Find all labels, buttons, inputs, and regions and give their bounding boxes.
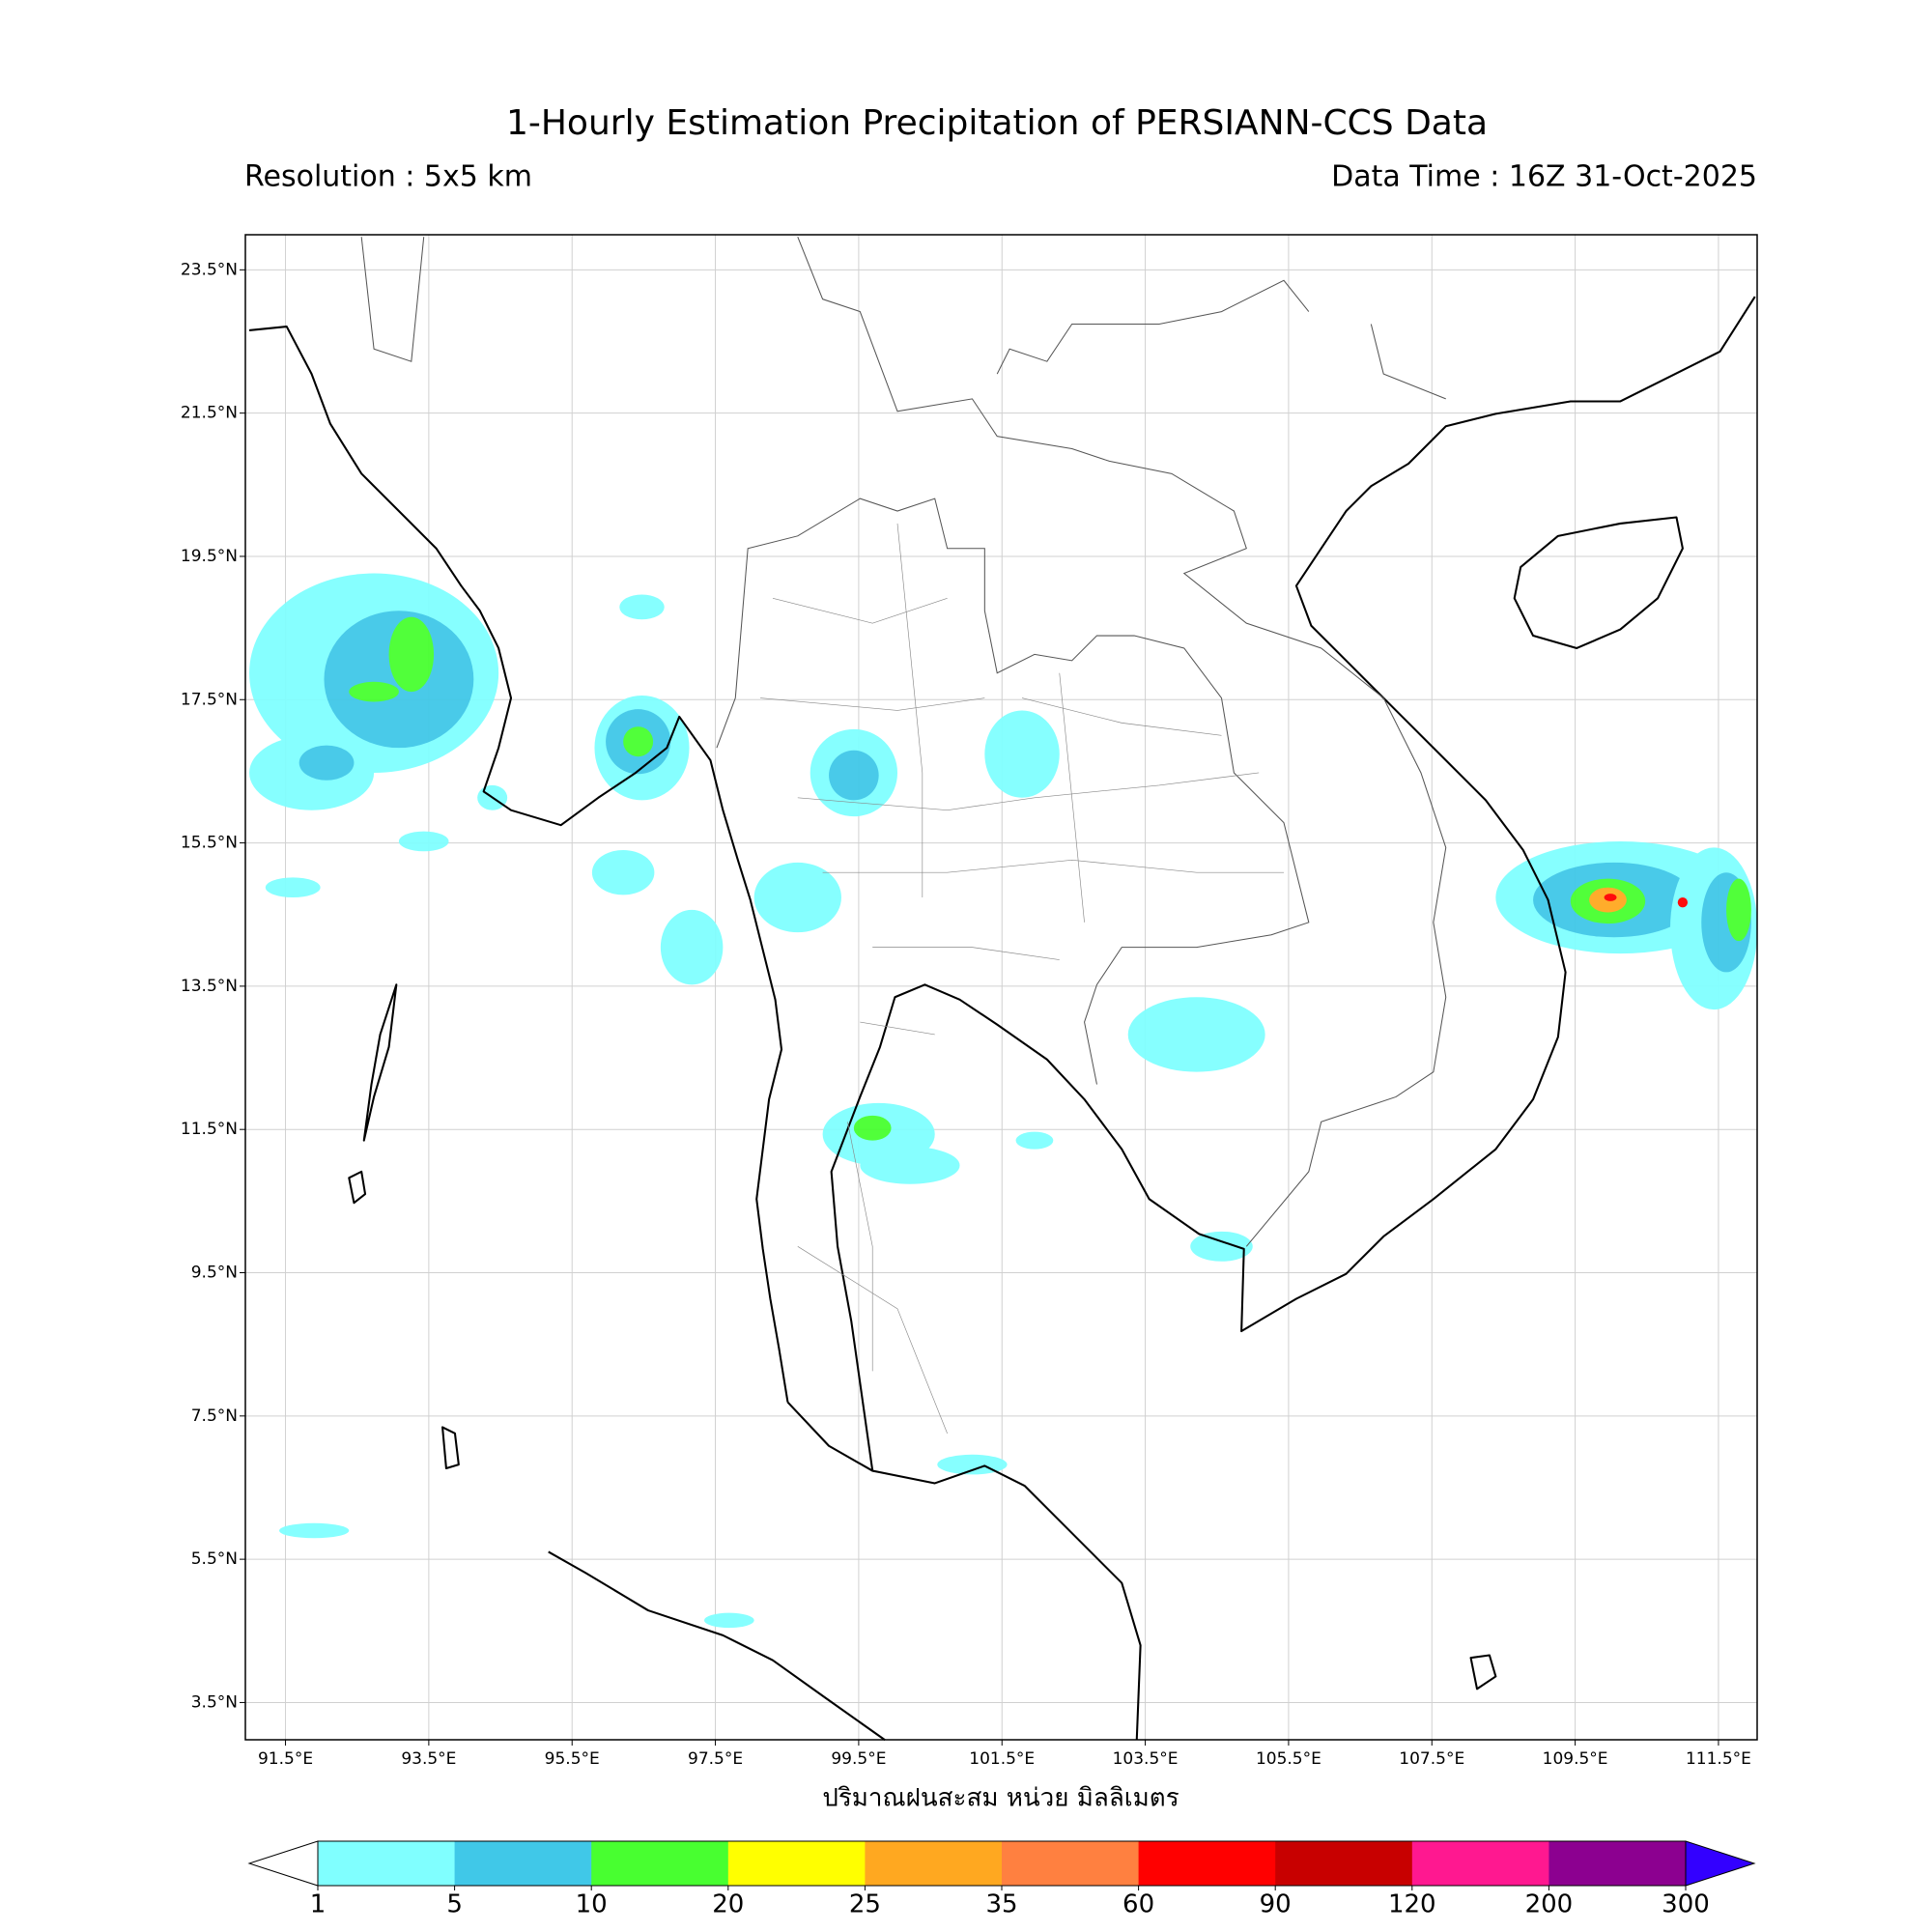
x-tick-label: 111.5°E — [1686, 1749, 1751, 1769]
colorbar-label: ปริมาณฝนสะสม หน่วย มิลลิเมตร — [822, 1784, 1179, 1813]
y-tick-label: 3.5°N — [191, 1692, 238, 1712]
colorbar-box — [1548, 1841, 1687, 1886]
colorbar-level-label: 10 — [576, 1890, 608, 1919]
colorbar-level-label: 25 — [849, 1890, 881, 1919]
coastline — [548, 1550, 886, 1742]
x-tick-label: 107.5°E — [1399, 1749, 1464, 1769]
data-time-label: Data Time : 16Z 31-Oct-2025 — [1331, 160, 1757, 194]
x-tick-label: 91.5°E — [258, 1749, 313, 1769]
colorbar-level-label: 60 — [1122, 1890, 1154, 1919]
x-tick-label: 99.5°E — [831, 1749, 886, 1769]
colorbar-level-label: 1 — [310, 1890, 327, 1919]
colorbar-level-label: 120 — [1388, 1890, 1436, 1919]
coastline — [362, 983, 398, 1142]
colorbar-box — [865, 1841, 1003, 1886]
x-tick-label: 95.5°E — [545, 1749, 600, 1769]
province-lines — [760, 523, 1285, 1434]
coastline — [830, 296, 1756, 1471]
y-tick-label: 15.5°N — [181, 834, 238, 853]
country-border — [360, 236, 1447, 1247]
coastline — [248, 326, 789, 1403]
x-tick-label: 103.5°E — [1113, 1749, 1179, 1769]
grid-layer — [245, 235, 1757, 1740]
colorbar-box — [1138, 1841, 1276, 1886]
colorbar-under — [247, 1840, 319, 1887]
colorbar-box — [318, 1841, 456, 1886]
colorbar-level-label: 200 — [1525, 1890, 1574, 1919]
colorbar-box — [454, 1841, 592, 1886]
y-tick-label: 17.5°N — [181, 690, 238, 709]
y-tick-label: 11.5°N — [181, 1120, 238, 1139]
x-tick-label: 101.5°E — [969, 1749, 1035, 1769]
thailand-border — [716, 497, 1310, 1085]
colorbar-box — [1002, 1841, 1140, 1886]
resolution-label: Resolution : 5x5 km — [244, 160, 532, 194]
y-tick-label: 5.5°N — [191, 1549, 238, 1569]
colorbar-level-label: 5 — [446, 1890, 463, 1919]
y-tick-label: 9.5°N — [191, 1264, 238, 1283]
rain-areas — [249, 573, 1758, 1629]
x-tick-label: 105.5°E — [1256, 1749, 1321, 1769]
colorbar-box — [591, 1841, 729, 1886]
y-tick-label: 19.5°N — [181, 547, 238, 566]
coastline — [786, 1401, 1142, 1741]
y-tick-label: 23.5°N — [181, 260, 238, 279]
colorbar-over — [1685, 1840, 1756, 1887]
x-tick-label: 93.5°E — [401, 1749, 456, 1769]
map-title: 1-Hourly Estimation Precipitation of PER… — [506, 103, 1488, 143]
map-frame — [244, 234, 1758, 1741]
y-tick-label: 21.5°N — [181, 404, 238, 423]
colorbar-box — [1411, 1841, 1549, 1886]
y-tick-label: 7.5°N — [191, 1406, 238, 1426]
colorbar-level-label: 35 — [985, 1890, 1017, 1919]
x-tick-label: 97.5°E — [688, 1749, 743, 1769]
x-tick-label: 109.5°E — [1543, 1749, 1608, 1769]
y-tick-label: 13.5°N — [181, 977, 238, 996]
colorbar-level-label: 90 — [1260, 1890, 1292, 1919]
coastline — [1513, 516, 1684, 649]
colorbar-box — [727, 1841, 866, 1886]
colorbar-box — [1275, 1841, 1413, 1886]
colorbar-level-label: 20 — [712, 1890, 744, 1919]
colorbar: 1 5 10 20 25 35 60 90 120 200 300 — [247, 1840, 1756, 1919]
coastline — [348, 1170, 1497, 1690]
map-drawing — [248, 236, 1758, 1742]
colorbar-level-label: 300 — [1662, 1890, 1710, 1919]
